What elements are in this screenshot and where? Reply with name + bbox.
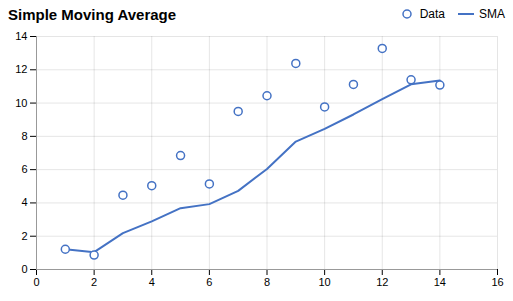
svg-text:0: 0 xyxy=(33,276,39,288)
svg-text:6: 6 xyxy=(206,276,212,288)
svg-text:14: 14 xyxy=(15,30,27,42)
html-text:Simple Moving Average: Simple Moving Average xyxy=(8,5,177,23)
svg-text:0: 0 xyxy=(21,263,27,275)
svg-text:4: 4 xyxy=(149,276,155,288)
svg-text:6: 6 xyxy=(21,163,27,175)
svg-text:2: 2 xyxy=(91,276,97,288)
svg-text:10: 10 xyxy=(15,97,27,109)
svg-text:10: 10 xyxy=(319,276,331,288)
svg-text:8: 8 xyxy=(21,130,27,142)
html-text:SMA: SMA xyxy=(479,7,505,21)
svg-text:14: 14 xyxy=(434,276,446,288)
html-text:Data: Data xyxy=(419,7,445,21)
svg-text:8: 8 xyxy=(264,276,270,288)
svg-text:4: 4 xyxy=(21,196,27,208)
svg-text:2: 2 xyxy=(21,230,27,242)
svg-text:12: 12 xyxy=(15,63,27,75)
svg-text:12: 12 xyxy=(376,276,388,288)
svg-text:16: 16 xyxy=(491,276,503,288)
